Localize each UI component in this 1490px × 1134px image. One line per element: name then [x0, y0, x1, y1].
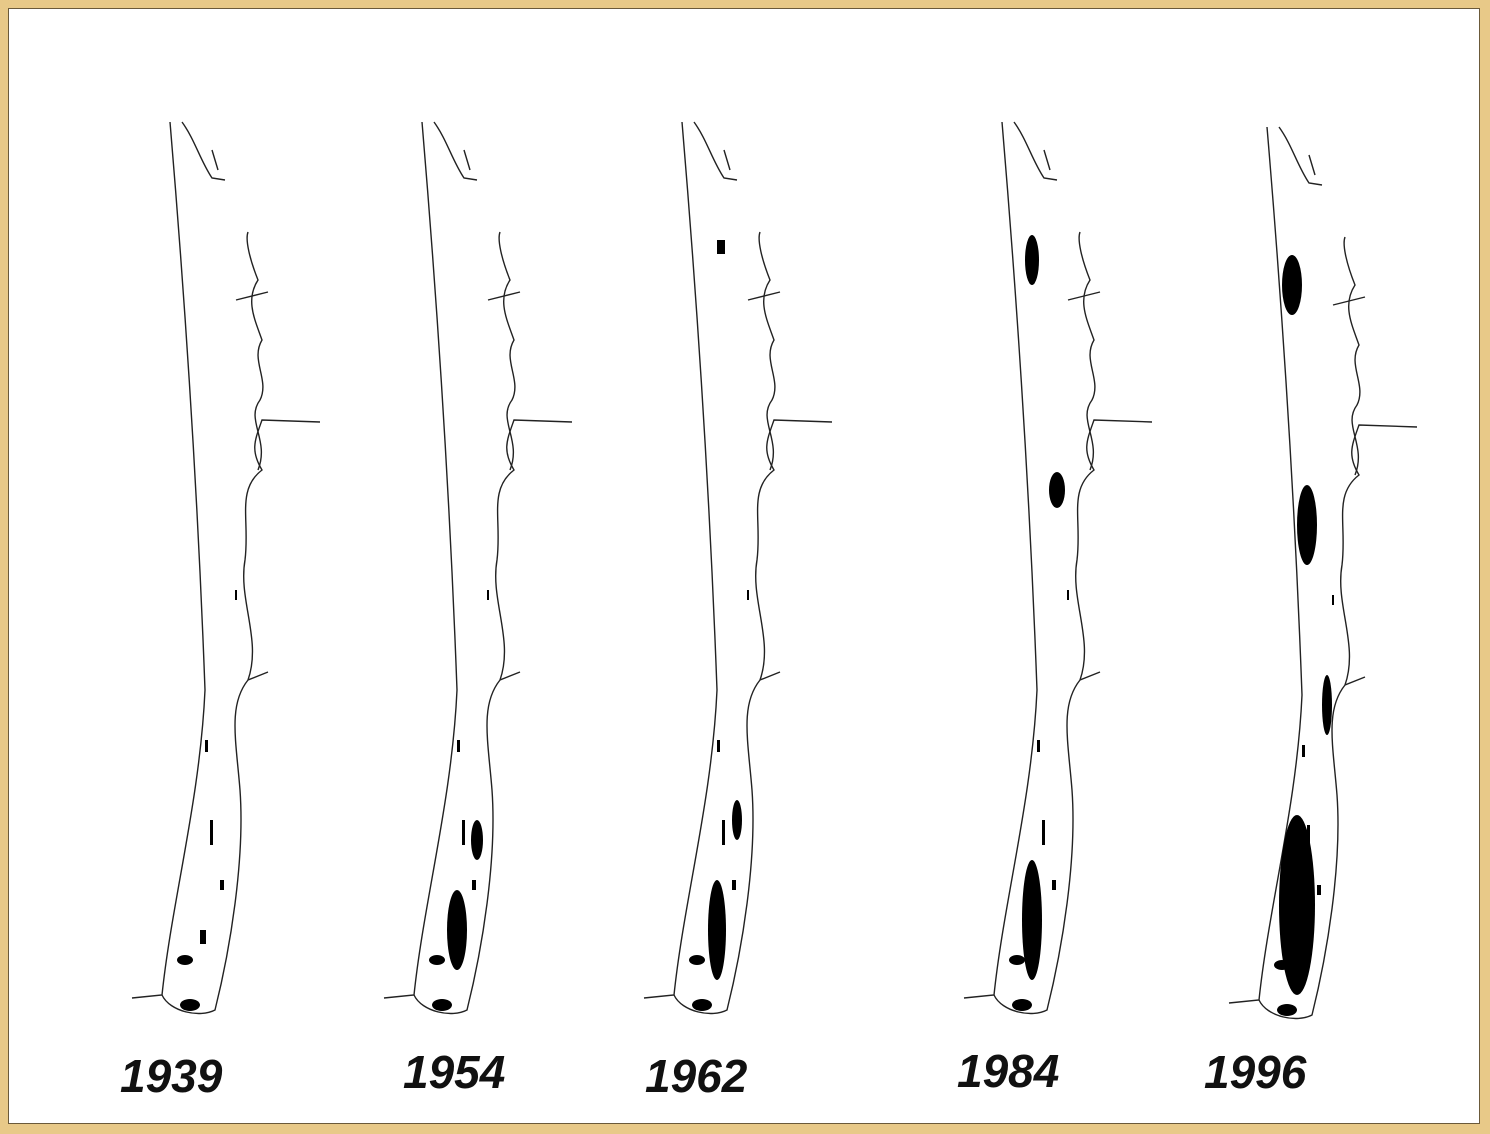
map-panel: [643, 121, 833, 1015]
map-panel: [963, 121, 1153, 1015]
year-label: 1954: [403, 1046, 505, 1098]
year-label: 1939: [120, 1050, 223, 1102]
year-label: 1984: [957, 1045, 1059, 1097]
year-label: 1962: [645, 1050, 748, 1102]
figure-frame: [8, 8, 1480, 1124]
year-label: 1996: [1204, 1046, 1307, 1098]
map-panel: [131, 121, 321, 1015]
map-panel: [383, 121, 573, 1015]
map-panel: [1228, 126, 1418, 1020]
